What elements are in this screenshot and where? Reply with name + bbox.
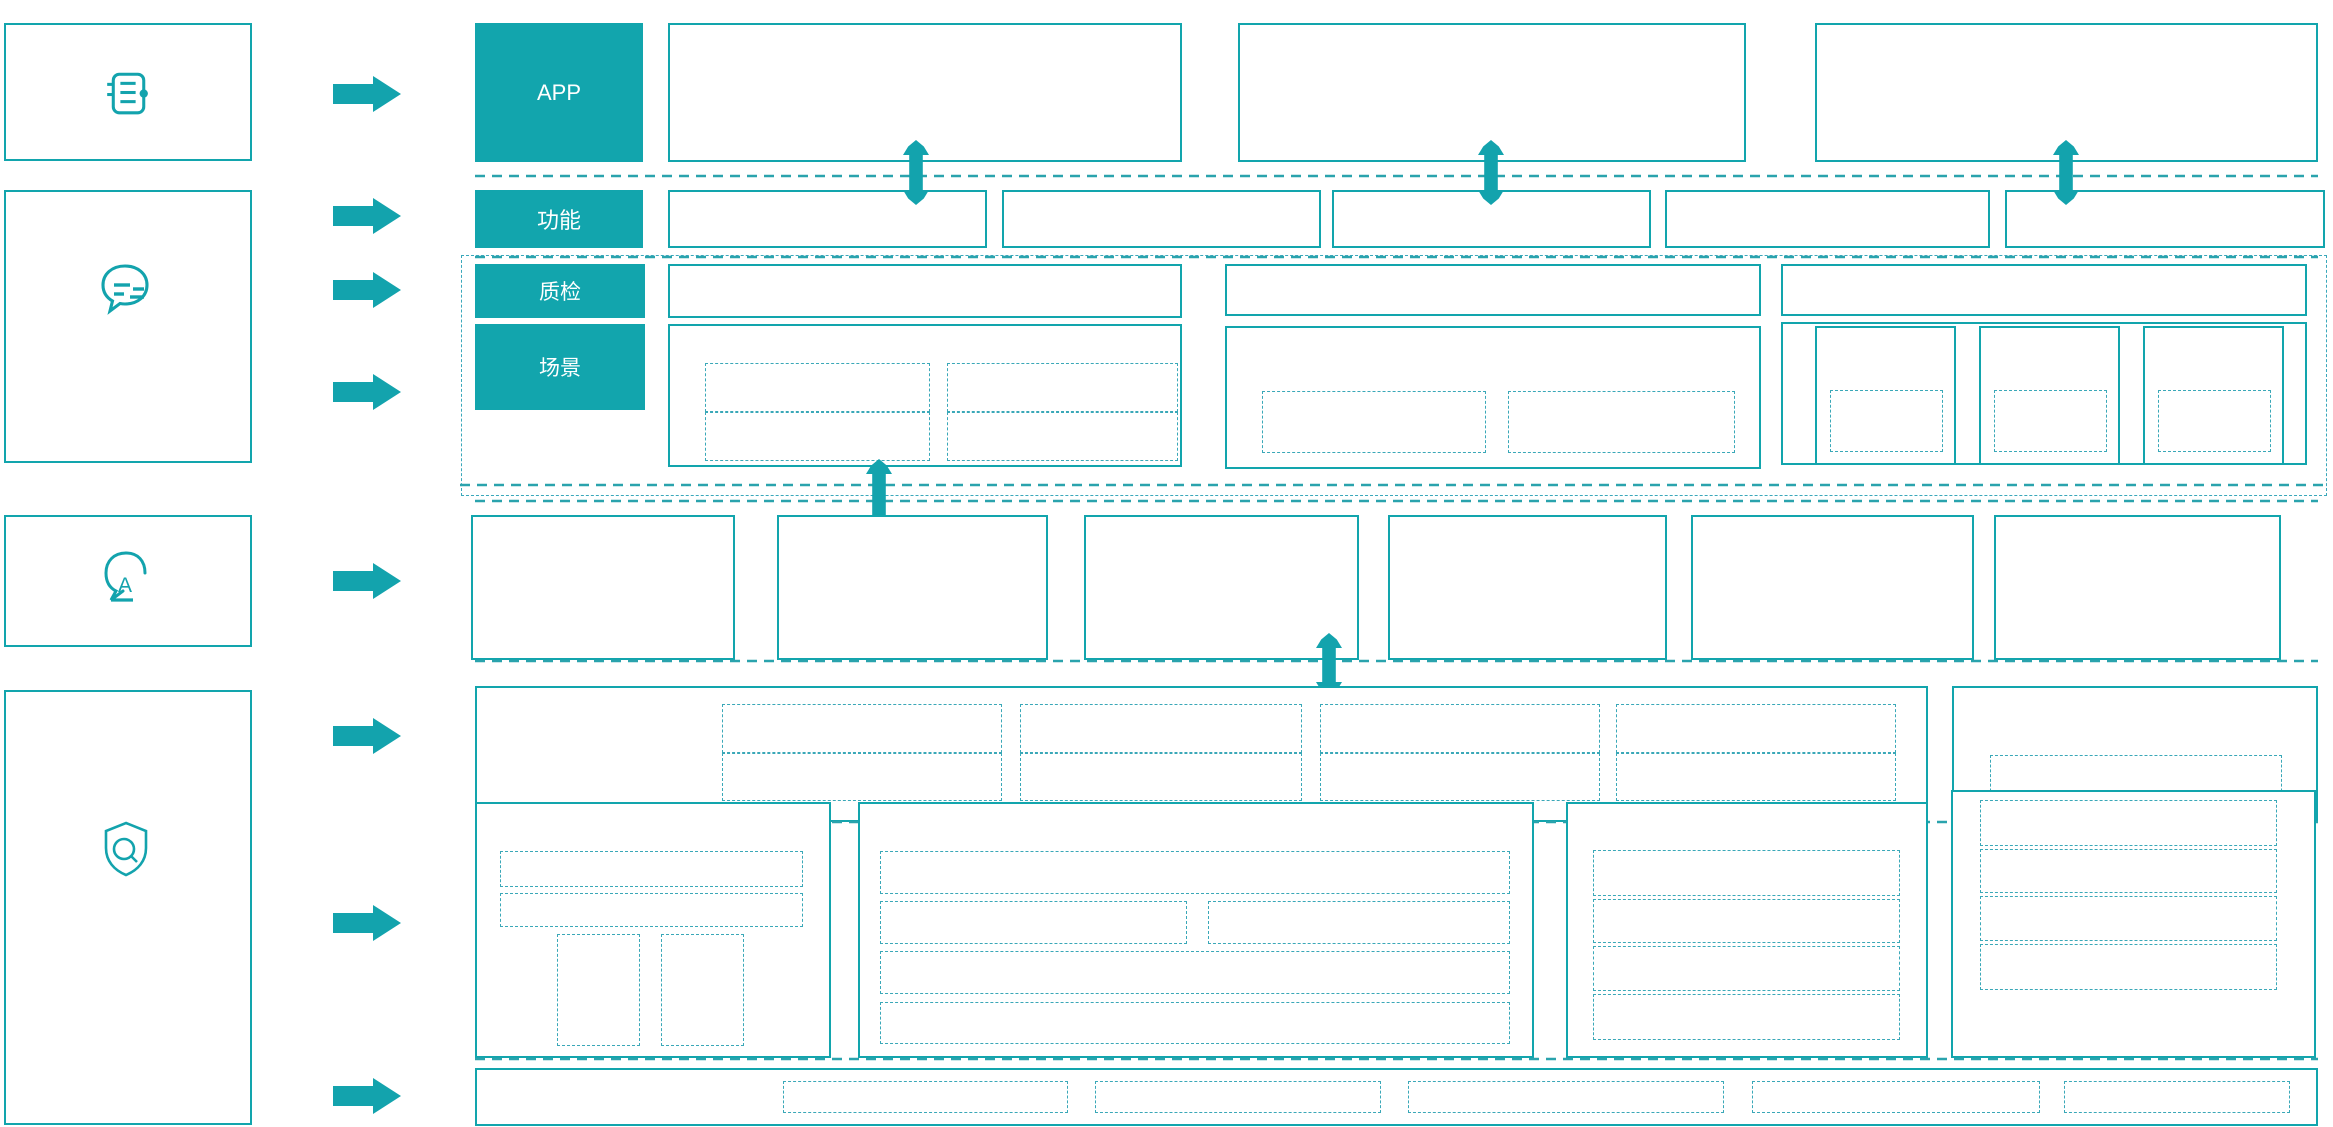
svg-text:A: A (118, 574, 132, 597)
